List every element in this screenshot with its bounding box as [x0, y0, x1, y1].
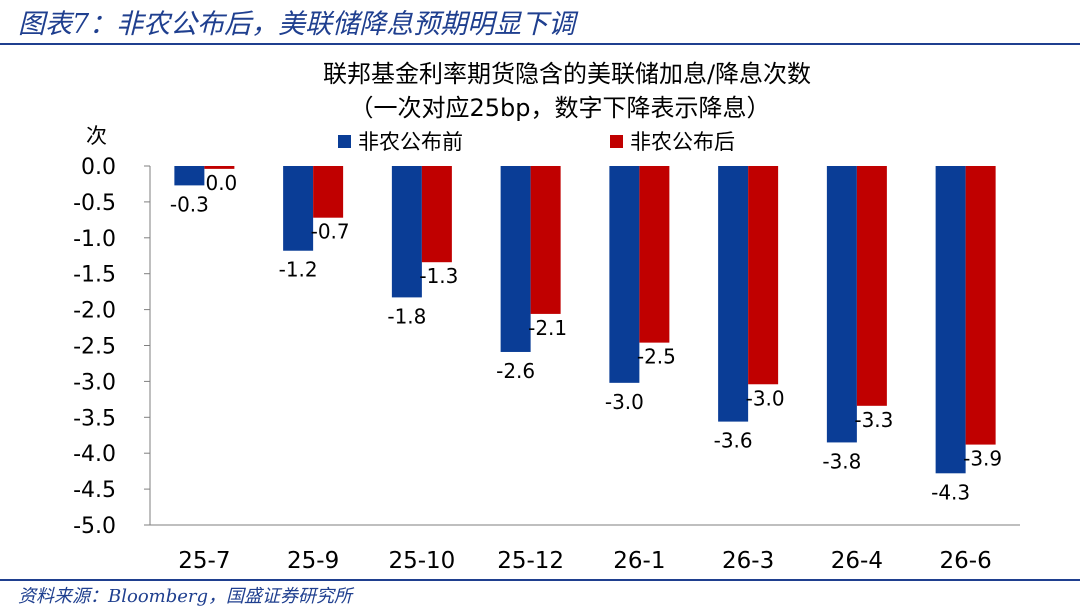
bar-after-26-1 [639, 166, 670, 343]
bar-after-26-4 [856, 166, 887, 406]
value-label-after-25-7: 0.0 [205, 171, 237, 195]
bar-before-25-12 [500, 166, 531, 352]
x-tick-label: 25-12 [497, 548, 564, 574]
y-tick-label: -3.5 [73, 406, 116, 431]
bar-after-25-9 [313, 166, 344, 218]
bar-value-labels: -0.30.0 -1.2 -0.7 -1.8 -1.3 -2.6 -2.1 -3.0 -2.5 -… [170, 171, 1002, 504]
y-tick-label: -0.5 [73, 191, 116, 216]
value-label-after-26-4: -3.3 [854, 408, 893, 432]
bar-after-26-6 [965, 166, 996, 445]
axes [149, 166, 1020, 526]
legend-swatch-before [338, 135, 351, 148]
legend-label-after: 非农公布后 [630, 130, 735, 154]
bar-chart: 联邦基金利率期货隐含的美联储加息/降息次数 （一次对应25bp，数字下降表示降息… [73, 60, 1020, 574]
value-label-before-26-6: -4.3 [931, 480, 970, 504]
value-label-after-26-3: -3.0 [746, 386, 785, 410]
y-axis-unit-label: 次 [86, 124, 107, 148]
y-tick-label: -1.0 [73, 227, 116, 252]
y-tick-label: -1.5 [73, 263, 116, 288]
figure-title: 图表7：非农公布后，美联储降息预期明显下调 [18, 9, 576, 40]
value-label-before-26-3: -3.6 [714, 429, 753, 453]
x-tick-label: 26-1 [613, 548, 665, 574]
bar-after-25-10 [421, 166, 452, 263]
title-rule [0, 43, 1080, 45]
y-tick-label: -4.5 [73, 478, 116, 503]
bar-before-26-3 [718, 166, 749, 422]
chart-title: 联邦基金利率期货隐含的美联储加息/降息次数 [323, 60, 811, 88]
y-tick-label: -5.0 [73, 514, 116, 539]
value-label-after-26-6: -3.9 [963, 447, 1002, 471]
bar-before-26-1 [609, 166, 640, 383]
source-note: 资料来源：Bloomberg，国盛证券研究所 [18, 586, 353, 607]
x-tick-label: 25-9 [287, 548, 339, 574]
y-tick-label: -2.0 [73, 299, 116, 324]
x-tick-label: 25-10 [388, 548, 455, 574]
x-tick-label: 26-6 [940, 548, 992, 574]
footer-rule [0, 579, 1080, 581]
x-tick-label: 26-3 [722, 548, 774, 574]
bar-after-25-12 [530, 166, 561, 314]
value-label-before-26-4: -3.8 [822, 449, 861, 473]
value-label-before-25-12: -2.6 [496, 359, 535, 383]
value-label-after-25-9: -0.7 [311, 220, 350, 244]
bar-before-25-9 [283, 166, 314, 251]
legend-swatch-after [610, 135, 623, 148]
value-label-before-26-1: -3.0 [605, 390, 644, 414]
chart-subtitle: （一次对应25bp，数字下降表示降息） [349, 94, 770, 122]
x-tick-label: 25-7 [178, 548, 230, 574]
value-label-before-25-7: -0.3 [170, 192, 209, 216]
legend: 非农公布前 非农公布后 [338, 130, 735, 154]
bar-after-25-7 [204, 166, 235, 169]
value-label-after-25-10: -1.3 [419, 264, 458, 288]
value-label-before-25-10: -1.8 [387, 304, 426, 328]
value-label-before-25-9: -1.2 [279, 258, 318, 282]
bars-group [174, 166, 996, 474]
value-label-after-26-1: -2.5 [637, 345, 676, 369]
bar-before-26-6 [935, 166, 966, 474]
value-label-after-25-12: -2.1 [528, 316, 567, 340]
bar-after-26-3 [748, 166, 779, 385]
bar-before-26-4 [826, 166, 857, 443]
y-tick-label: 0.0 [81, 155, 116, 180]
y-tick-label: -4.0 [73, 442, 116, 467]
bar-before-25-7 [174, 166, 205, 186]
y-tick-label: -2.5 [73, 335, 116, 360]
x-axis-tick-labels: 25-7 25-9 25-10 25-12 26-1 26-3 26-4 26-6 [178, 548, 991, 574]
y-axis-ticks: 0.0 -0.5 -1.0 -1.5 -2.0 -2.5 -3.0 -3.5 -4.0 -4.5 -… [73, 155, 150, 539]
legend-label-before: 非农公布前 [358, 130, 463, 154]
bar-before-25-10 [391, 166, 422, 298]
y-tick-label: -3.0 [73, 370, 116, 395]
x-tick-label: 26-4 [831, 548, 883, 574]
